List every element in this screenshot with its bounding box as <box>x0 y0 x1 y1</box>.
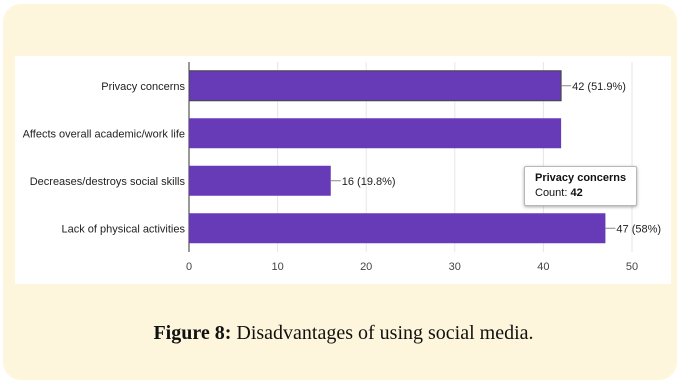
chart-card: 0 10 20 30 40 50 Privacy concerns 42 (51.9%) Aff… <box>15 56 671 284</box>
x-tick-label: 0 <box>186 261 192 273</box>
x-tick-label: 40 <box>537 261 549 273</box>
x-tick-label: 10 <box>271 261 283 273</box>
data-label: 47 (58%) <box>616 223 661 235</box>
x-tick-label: 20 <box>360 261 372 273</box>
tooltip-count: Count: 42 <box>535 186 636 201</box>
tooltip-title: Privacy concerns <box>535 172 627 184</box>
figure-caption: Figure 8: Disadvantages of using social … <box>3 322 681 345</box>
tooltip-count-label: Count: <box>535 187 568 199</box>
bar <box>189 213 606 244</box>
category-label: Privacy concerns <box>101 81 185 93</box>
figure-panel: 0 10 20 30 40 50 Privacy concerns 42 (51.9%) Aff… <box>3 4 677 380</box>
category-label: Affects overall academic/work life <box>23 128 185 140</box>
x-tick-label: 30 <box>449 261 461 273</box>
category-label: Lack of physical activities <box>62 223 186 235</box>
chart-tooltip: Privacy concerns Count: 42 <box>524 166 637 206</box>
bar <box>189 165 331 196</box>
data-label: 42 (51.9%) <box>572 81 626 93</box>
bar <box>189 118 562 149</box>
data-label: 16 (19.8%) <box>342 176 396 188</box>
x-tick-label: 50 <box>626 261 638 273</box>
category-label: Decreases/destroys social skills <box>30 176 186 188</box>
bar <box>188 70 562 102</box>
caption-label: Figure 8: <box>153 322 232 344</box>
bar-chart: 0 10 20 30 40 50 Privacy concerns 42 (51.9%) Aff… <box>23 62 661 273</box>
tooltip-count-value: 42 <box>570 187 583 199</box>
caption-text: Disadvantages of using social media. <box>231 322 534 344</box>
